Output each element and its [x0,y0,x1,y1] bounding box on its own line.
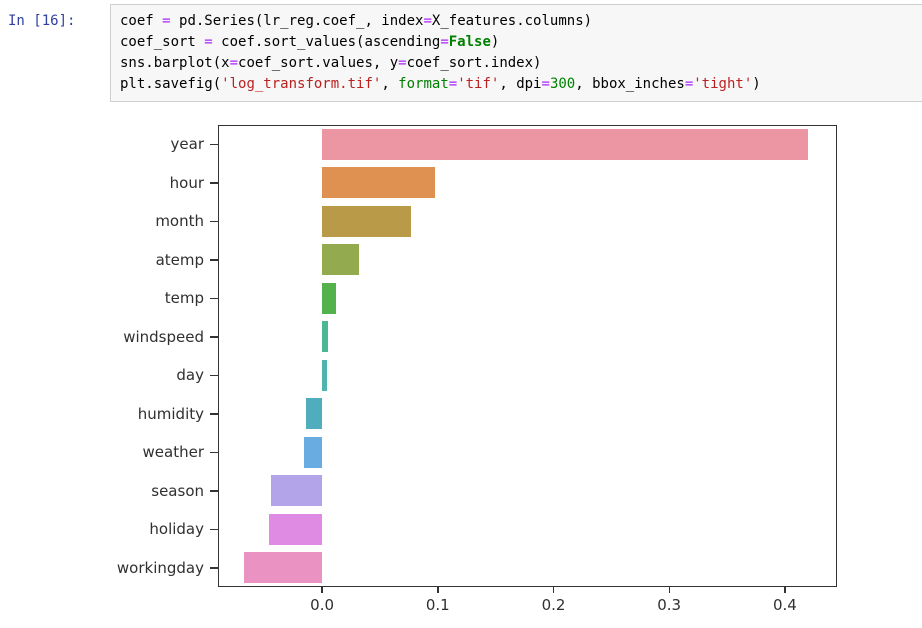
input-prompt: In [16]: [8,13,76,29]
bar-year [322,128,808,160]
code-token: X_features.columns) [431,13,593,29]
y-tick-windspeed [210,336,218,338]
bar-month [322,205,412,237]
code-token: = [398,55,407,71]
y-tick-label-holiday: holiday [149,520,204,539]
y-tick-temp [210,297,218,299]
y-tick-holiday [210,528,218,530]
code-token: format [398,76,449,92]
y-tick-label-windspeed: windspeed [123,327,204,346]
y-tick-humidity [210,413,218,415]
y-tick-atemp [210,259,218,261]
x-tick-label-0.3: 0.3 [657,596,682,614]
code-token: = [423,13,432,29]
code-token: , dpi [499,76,542,92]
code-token: sns.barplot(x [120,55,230,71]
y-tick-label-weather: weather [142,443,204,462]
code-token: 300 [549,76,576,92]
y-tick-hour [210,182,218,184]
code-token: 'log_transform.tif' [221,76,382,92]
plot-area [218,125,837,587]
y-tick-season [210,490,218,492]
x-tick-label-0.2: 0.2 [541,596,566,614]
code-token: = [684,76,694,92]
code-token: coef [120,13,163,29]
code-token: = [229,55,239,71]
x-tick-0.1 [437,587,439,593]
y-tick-day [210,374,218,376]
x-tick-label-0.4: 0.4 [772,596,797,614]
bar-humidity [305,398,323,430]
code-token: plt.savefig( [120,76,222,92]
code-cell: In [16]: coef = pd.Series(lr_reg.coef_, … [0,4,922,104]
y-tick-label-month: month [155,212,204,231]
code-token: , [381,76,399,92]
code-token: pd.Series(lr_reg.coef_, index [170,13,424,29]
y-tick-label-year: year [170,135,204,154]
x-tick-0.2 [552,587,555,593]
code-token: 'tif' [457,76,500,92]
code-token: False [448,34,491,50]
code-token: ) [490,34,500,50]
x-tick-0.0 [321,587,323,593]
code-editor[interactable]: coef = pd.Series(lr_reg.coef_, index=X_f… [110,4,922,102]
bar-atemp [322,244,360,276]
y-tick-month [210,220,218,222]
code-token: , bbox_inches [575,76,685,92]
bar-weather [303,436,323,468]
bar-hour [322,167,436,199]
y-tick-year [210,143,218,145]
code-token: = [162,13,171,29]
code-token: coef.sort_values(ascending [212,34,441,50]
code-line-3: sns.barplot(x=coef_sort.values, y=coef_s… [120,53,914,74]
x-tick-label-0.1: 0.1 [425,596,450,614]
code-line-4: plt.savefig('log_transform.tif', format=… [120,74,914,95]
code-token: ) [752,76,761,92]
code-line-2: coef_sort = coef.sort_values(ascending=F… [120,32,914,53]
bar-holiday [268,513,323,545]
bar-temp [322,282,336,314]
code-line-1: coef = pd.Series(lr_reg.coef_, index=X_f… [120,11,914,32]
y-tick-weather [210,451,218,453]
code-token: coef_sort.values, y [238,55,399,71]
bar-windspeed [322,321,328,353]
code-token: = [204,34,213,50]
y-tick-workingday [210,567,218,569]
y-tick-label-day: day [176,366,204,385]
code-token: = [440,34,449,50]
y-tick-label-temp: temp [164,289,204,308]
y-tick-label-hour: hour [169,173,204,192]
code-token: 'tight' [693,76,753,92]
y-tick-label-workingday: workingday [116,558,204,577]
bar-day [322,359,327,391]
code-token: = [541,76,550,92]
x-tick-0.3 [668,587,670,593]
code-lines: coef = pd.Series(lr_reg.coef_, index=X_f… [120,11,914,95]
y-tick-label-season: season [151,481,204,500]
y-tick-label-humidity: humidity [137,404,204,423]
x-tick-label-0.0: 0.0 [310,596,335,614]
bar-season [271,475,323,507]
y-tick-label-atemp: atemp [155,250,204,269]
x-tick-0.4 [784,587,786,593]
code-token: = [448,76,458,92]
code-token: coef_sort.index) [406,55,542,71]
bar-workingday [243,552,323,584]
code-token: coef_sort [120,34,205,50]
